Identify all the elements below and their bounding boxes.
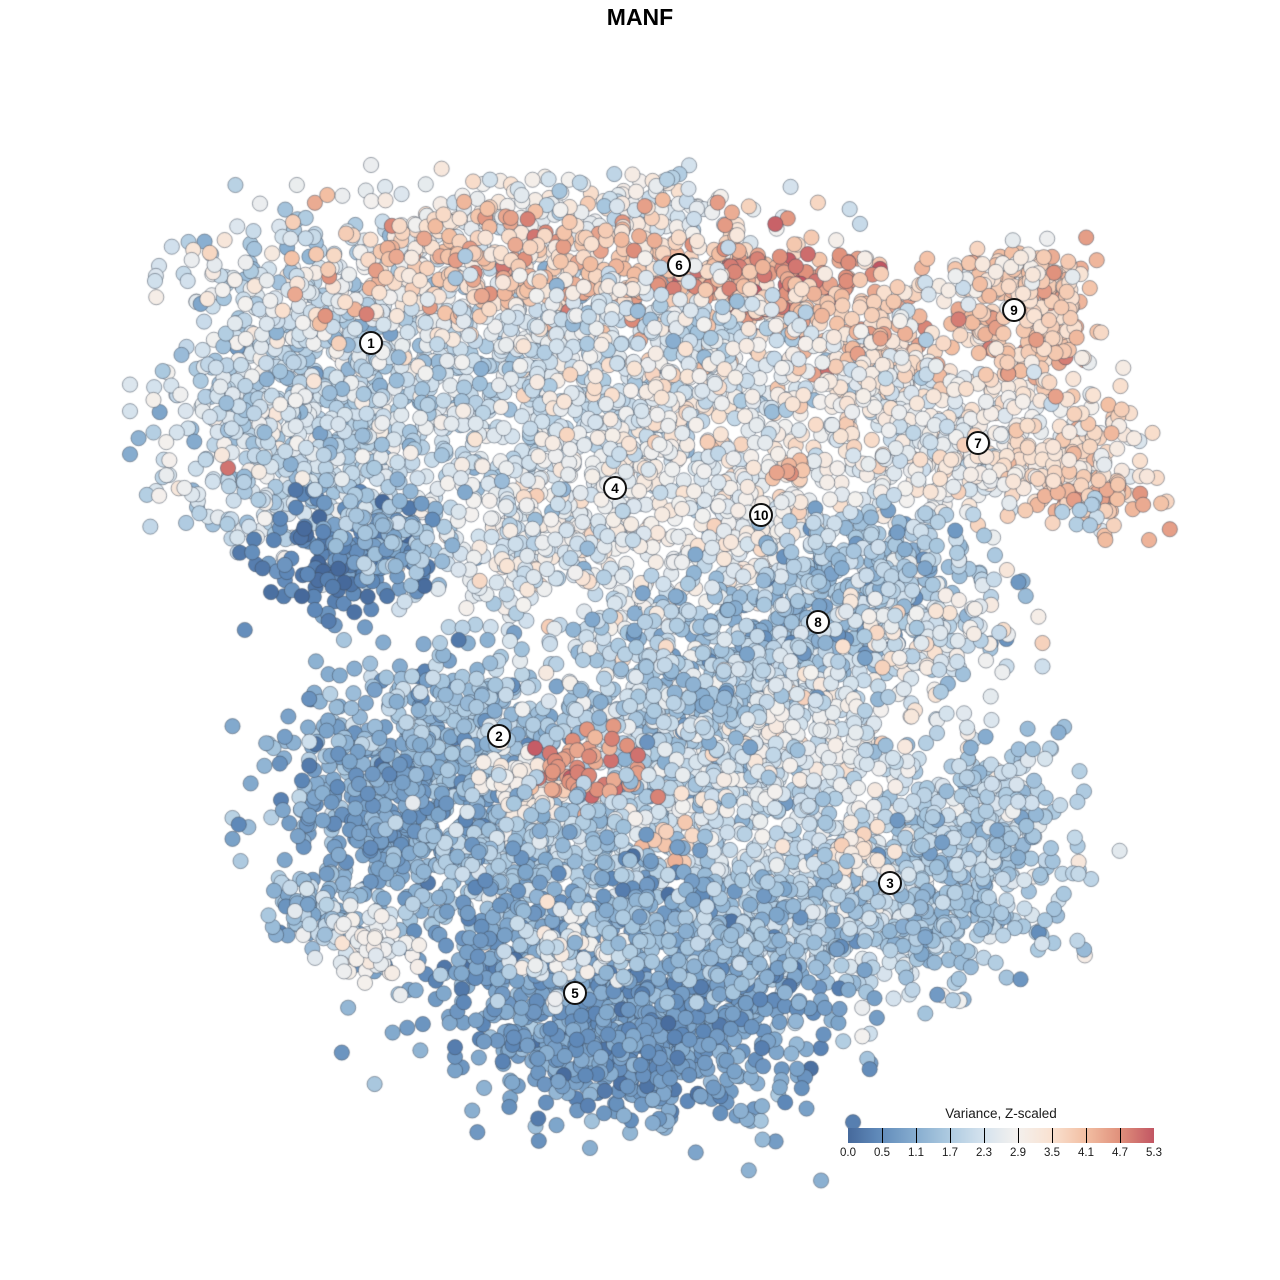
legend-tick (950, 1128, 951, 1143)
legend-tick-label: 1.1 (907, 1147, 924, 1159)
legend-tick-label: 0.0 (840, 1147, 856, 1159)
legend-tick-label: 0.5 (873, 1147, 890, 1159)
legend-tick-label: 4.7 (1111, 1147, 1128, 1159)
legend-tick-labels: 0.0 0.5 1.1 1.7 2.3 2.9 3.5 4.1 4.7 5.3 (840, 1147, 1162, 1163)
legend-tick-label: 3.5 (1044, 1147, 1060, 1159)
legend-tick-label: 1.7 (942, 1147, 958, 1159)
legend-tick (915, 1128, 917, 1143)
legend-tick-label: 5.3 (1146, 1147, 1162, 1159)
legend-tick (1018, 1128, 1019, 1143)
legend: Variance, Z-scaled 0.0 0.5 1.1 1.7 2.3 2.9 3.5… (840, 1106, 1162, 1163)
legend-tick (1086, 1128, 1087, 1143)
legend-tick-label: 4.1 (1078, 1147, 1094, 1159)
legend-colorbar (848, 1128, 1154, 1143)
legend-tick (983, 1128, 985, 1143)
legend-tick-label: 2.9 (1010, 1147, 1026, 1159)
legend-tick (1119, 1128, 1121, 1143)
legend-title: Variance, Z-scaled (945, 1106, 1057, 1121)
legend-tick (1052, 1128, 1053, 1143)
legend-tick-label: 2.3 (975, 1147, 992, 1159)
legend-tick (881, 1128, 883, 1143)
